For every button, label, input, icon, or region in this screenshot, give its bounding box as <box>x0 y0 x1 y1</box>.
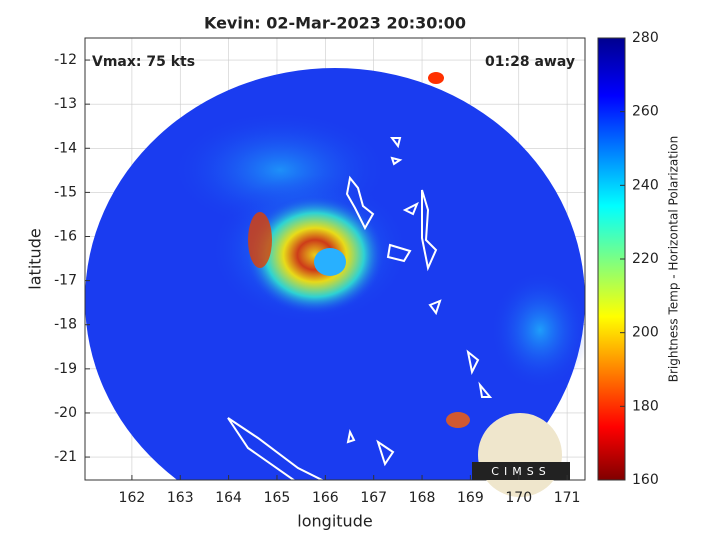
y-tick-label: -21 <box>54 449 77 465</box>
eye <box>314 248 346 276</box>
x-tick-label: 171 <box>554 490 581 506</box>
rainband <box>490 270 585 390</box>
colorbar-tick-label: 240 <box>632 177 659 193</box>
coastlines <box>227 137 493 480</box>
colorbar-label: Brightness Temp - Horizontal Polarizatio… <box>667 136 681 383</box>
x-tick-label: 166 <box>312 490 339 506</box>
logo-band <box>472 462 570 480</box>
y-tick-label: -15 <box>54 184 77 200</box>
x-tick-label: 167 <box>360 490 387 506</box>
x-tick-label: 168 <box>409 490 436 506</box>
eyewall <box>245 195 385 315</box>
colorbar-tick-label: 200 <box>632 325 659 341</box>
y-tick-label: -14 <box>54 140 77 156</box>
y-tick-label: -16 <box>54 229 77 245</box>
logo-text: CIMSS <box>491 465 550 478</box>
imagery <box>85 68 585 480</box>
logo: CIMSS <box>472 413 570 497</box>
y-tick-label: -19 <box>54 361 77 377</box>
y-tick-label: -12 <box>54 52 77 68</box>
annotation: 01:28 away <box>485 54 575 70</box>
x-tick-label: 163 <box>167 490 194 506</box>
x-tick-label: 169 <box>457 490 484 506</box>
colorbar-tick-label: 220 <box>632 251 659 267</box>
y-tick-label: -17 <box>54 273 77 289</box>
colorbar-tick-label: 180 <box>632 398 659 414</box>
x-tick-label: 165 <box>264 490 291 506</box>
y-tick-label: -13 <box>54 96 77 112</box>
x-tick-label: 162 <box>119 490 146 506</box>
title: Kevin: 02-Mar-2023 20:30:00 <box>204 14 466 33</box>
colorbar-tick-label: 280 <box>632 30 659 46</box>
annotation: Vmax: 75 kts <box>92 54 195 70</box>
logo-disc <box>478 413 562 497</box>
convection <box>248 212 272 268</box>
colorbar-tick-label: 160 <box>632 472 659 488</box>
convection <box>428 72 444 84</box>
y-tick-label: -18 <box>54 317 77 333</box>
x-tick-label: 170 <box>505 490 532 506</box>
x-tick-label: 164 <box>215 490 242 506</box>
colorbar-tick-label: 260 <box>632 104 659 120</box>
y-tick-label: -20 <box>54 405 77 421</box>
convection <box>446 412 470 428</box>
y-axis-label: latitude <box>26 228 45 289</box>
x-axis-label: longitude <box>297 512 372 531</box>
axes-frame <box>84 37 586 481</box>
